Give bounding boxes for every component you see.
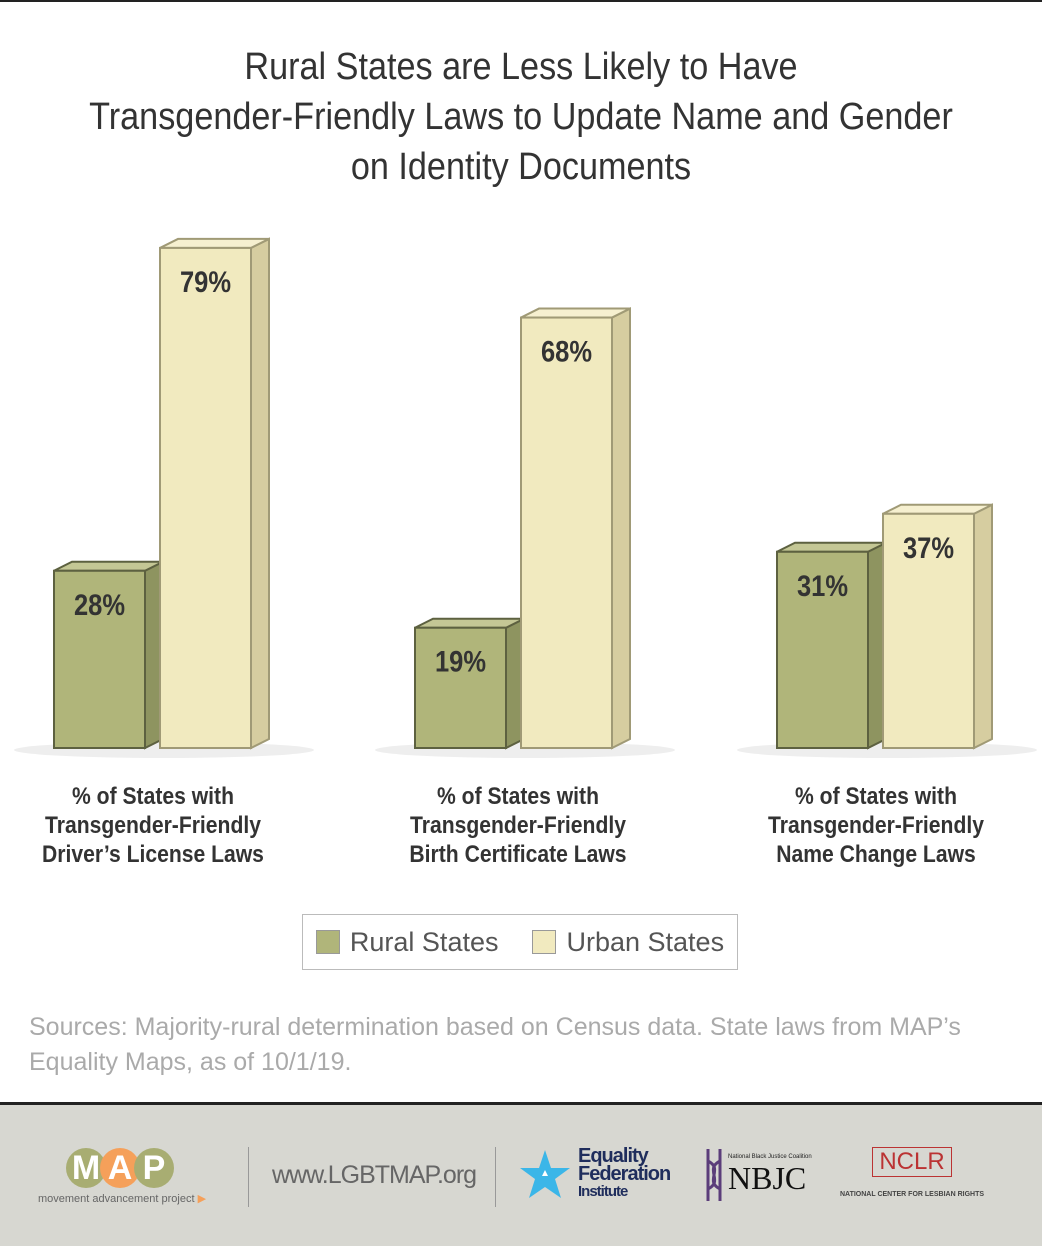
bar-top xyxy=(414,617,525,629)
legend-swatch xyxy=(532,930,557,954)
sources-note: Sources: Majority-rural determination ba… xyxy=(29,1013,961,1076)
legend-item-rural: Rural States xyxy=(315,927,498,958)
data-label: 68% xyxy=(541,335,592,368)
footer: M A P movement advancement project ▶ www… xyxy=(0,1102,1042,1246)
bar-rural-states xyxy=(53,569,146,750)
data-label: 28% xyxy=(74,588,125,621)
chart-title: Rural States are Less Likely to Have Tra… xyxy=(52,42,990,192)
efi-logo[interactable]: Equality Federation Institute xyxy=(518,1146,671,1201)
star-icon xyxy=(520,1150,570,1198)
title-line: on Identity Documents xyxy=(350,146,692,188)
knot-icon xyxy=(706,1149,722,1201)
divider xyxy=(495,1147,496,1207)
data-label: 19% xyxy=(435,645,486,678)
legend-swatch xyxy=(315,930,340,954)
bar-side xyxy=(250,237,270,750)
bar-side xyxy=(611,306,631,750)
legend-item-urban: Urban States xyxy=(532,927,724,958)
bar-urban-states xyxy=(159,246,252,749)
bar-side xyxy=(973,503,993,750)
bar-urban-states xyxy=(520,316,613,749)
category-label: % of States with Transgender-Friendly Birt… xyxy=(409,783,627,868)
category-label: % of States with Transgender-Friendly Name… xyxy=(768,783,984,868)
bar-top xyxy=(776,541,887,553)
data-label: 31% xyxy=(797,569,848,602)
title-line: Transgender-Friendly Laws to Update Name… xyxy=(89,96,953,138)
bar-top xyxy=(159,237,270,249)
nclr-logo[interactable]: NCLR NATIONAL CENTER FOR LESBIAN RIGHTS xyxy=(840,1147,985,1198)
data-label: 79% xyxy=(180,265,231,298)
data-label: 37% xyxy=(903,531,954,564)
bar-top xyxy=(53,560,164,572)
divider xyxy=(248,1147,249,1207)
bar-rural-states xyxy=(776,550,869,750)
bar-chart: 28% 19% 31% 79% 68% 37% xyxy=(14,237,1037,758)
website-link[interactable]: www.LGBTMAP.org xyxy=(272,1161,477,1189)
map-logo[interactable]: M A P movement advancement project ▶ xyxy=(38,1148,207,1205)
nbjc-logo[interactable]: National Black Justice Coalition NBJC xyxy=(700,1147,812,1203)
category-label: % of States with Transgender-Friendly Driv… xyxy=(42,783,264,868)
bar-top xyxy=(520,307,631,319)
top-border xyxy=(0,0,1042,2)
legend: Rural States Urban States xyxy=(302,914,738,970)
bar-top xyxy=(882,503,993,515)
bar-rural-states xyxy=(414,626,507,749)
title-line: Rural States are Less Likely to Have xyxy=(244,46,798,88)
bar-urban-states xyxy=(882,512,975,749)
